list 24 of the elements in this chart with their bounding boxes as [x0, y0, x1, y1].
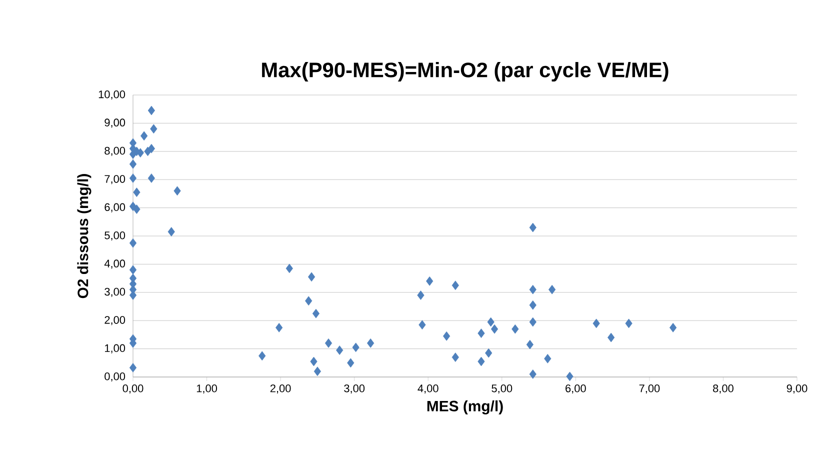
y-tick-label: 9,00	[104, 118, 126, 128]
y-tick-label: 3,00	[104, 288, 126, 297]
x-tick-label: 4,00	[418, 384, 438, 394]
y-tick-label: 6,00	[104, 203, 126, 212]
x-tick-label: 3,00	[344, 384, 365, 394]
x-axis-title: MES (mg/l)	[427, 400, 503, 414]
y-tick-label: 7,00	[104, 175, 126, 184]
x-tick-label: 5,00	[492, 384, 512, 394]
y-tick-label: 4,00	[104, 260, 126, 269]
y-tick-label: 8,00	[104, 146, 126, 156]
y-tick-label: 2,00	[104, 316, 126, 326]
chart-title: Max(P90-MES)=Min-O2 (par cycle VE/ME)	[262, 62, 668, 82]
y-tick-label: 5,00	[104, 231, 126, 241]
y-tick-label: 10,00	[98, 90, 126, 100]
y-axis-title: O2 dissous (mg/l)	[77, 174, 92, 298]
x-tick-label: 9,00	[786, 384, 808, 394]
x-tick-label: 7,00	[639, 384, 660, 394]
x-tick-label: 2,00	[270, 384, 291, 394]
y-tick-label: 0,00	[104, 372, 126, 382]
x-tick-label: 8,00	[713, 384, 734, 394]
y-tick-label: 1,00	[104, 344, 126, 354]
x-tick-label: 0,00	[122, 384, 144, 394]
x-tick-label: 6,00	[566, 384, 586, 394]
x-tick-label: 1,00	[196, 384, 218, 394]
